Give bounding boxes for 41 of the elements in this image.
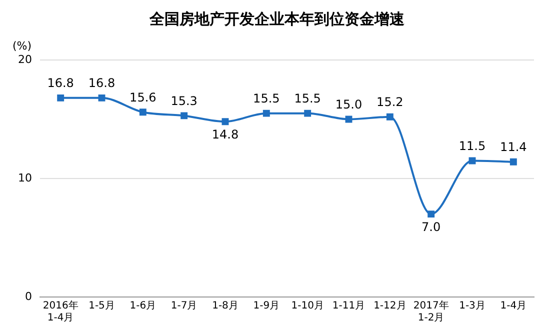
data-label: 15.5 bbox=[253, 91, 280, 106]
x-tick-label: 1-6月 bbox=[130, 300, 156, 312]
point bbox=[304, 110, 312, 117]
point bbox=[222, 118, 229, 126]
data-label: 14.8 bbox=[212, 128, 239, 142]
point bbox=[139, 108, 146, 116]
point bbox=[428, 210, 435, 218]
point bbox=[262, 110, 270, 117]
chart-title: 全国房地产开发企业本年到位资金增速 bbox=[148, 10, 406, 30]
point bbox=[98, 94, 106, 102]
y-tick-label: 0 bbox=[24, 290, 32, 303]
x-tick-label: 1-7月 bbox=[170, 300, 198, 312]
x-tick-label: 2017年 1-2月 bbox=[413, 300, 449, 324]
data-label: 16.8 bbox=[88, 76, 116, 90]
x-tick-label: 1-3月 bbox=[459, 300, 486, 312]
data-label: 15.2 bbox=[376, 95, 404, 110]
x-tick-label: 1-12月 bbox=[374, 300, 406, 312]
point bbox=[386, 113, 394, 120]
data-label: 15.3 bbox=[170, 94, 198, 108]
point bbox=[345, 116, 352, 123]
point bbox=[468, 157, 476, 164]
x-tick-label: 1-5月 bbox=[88, 300, 115, 312]
x-tick-label: 1-10月 bbox=[291, 300, 324, 312]
data-label: 16.8 bbox=[47, 76, 74, 90]
point bbox=[180, 112, 188, 120]
data-label: 11.5 bbox=[458, 138, 486, 153]
data-label: 11.4 bbox=[500, 140, 527, 154]
y-tick-label: 10 bbox=[18, 171, 32, 184]
x-tick-label: 1-9月 bbox=[253, 300, 280, 312]
x-tick-label: 1-11月 bbox=[332, 300, 366, 312]
x-tick-label: 1-4月 bbox=[500, 300, 527, 312]
y-tick-label: 20 bbox=[18, 52, 32, 66]
data-label: 7.0 bbox=[422, 220, 441, 234]
point bbox=[510, 158, 517, 166]
data-label: 15.6 bbox=[130, 90, 156, 104]
x-tick-label: 2016年 1-4月 bbox=[42, 300, 78, 324]
data-label: 15.5 bbox=[294, 91, 321, 106]
x-tick-label: 1-8月 bbox=[212, 300, 238, 312]
data-label: 15.0 bbox=[335, 97, 362, 112]
point bbox=[57, 94, 64, 102]
y-axis-title: (%) bbox=[12, 39, 32, 52]
